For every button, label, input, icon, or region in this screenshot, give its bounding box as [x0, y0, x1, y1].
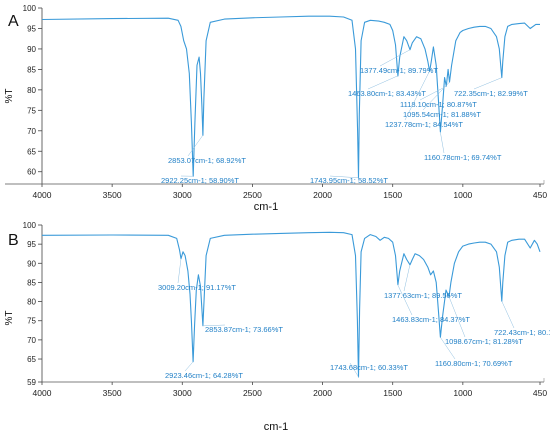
panel-b-peak-annotation: 2923.46cm-1; 64.28%T: [165, 371, 243, 380]
panel-b-x-tick-label: 450: [533, 388, 547, 398]
panel-b-x-tick-label: 1000: [453, 388, 472, 398]
panel-a-y-tick-label: 85: [27, 65, 36, 74]
panel-a-annotation-leader: [188, 135, 203, 156]
panel-a-letter: A: [8, 13, 19, 30]
panel-a-y-tick-label: 70: [27, 127, 36, 136]
panel-b-y-tick-label: 100: [23, 221, 37, 230]
panel-b-y-tick-label: 90: [27, 259, 36, 268]
panel-a-x-tick-label: 4000: [33, 190, 52, 200]
panel-b-x-tick-label: 1500: [383, 388, 402, 398]
panel-b-peak-annotation: 3009.20cm-1; 91.17%T: [158, 283, 236, 292]
panel-b-annotation-leader: [404, 265, 410, 291]
panel-b-annotation-leader: [185, 362, 193, 371]
panel-b-y-tick-label: 59: [27, 378, 36, 387]
panel-b-y-tick-label: 70: [27, 336, 36, 345]
panel-b-annotation-leader: [502, 301, 514, 328]
panel-a-peak-annotation: 1118.10cm-1; 80.87%T: [400, 100, 477, 109]
panel-b-annotation-leader: [178, 259, 181, 283]
panel-b-y-tick-label: 75: [27, 317, 36, 326]
panel-a-annotation-leader: [440, 132, 444, 153]
panel-b-peak-annotation: 1160.80cm-1; 70.69%T: [435, 359, 513, 368]
panel-b-peak-annotation: 2853.87cm-1; 73.66%T: [205, 325, 283, 334]
panel-b-letter: B: [8, 232, 19, 249]
panel-b-y-axis-label: %T: [4, 311, 15, 326]
panel-b-x-tick-label: 3500: [103, 388, 122, 398]
panel-a-y-tick-label: 95: [27, 24, 36, 33]
panel-b-peak-annotation: 1098.67cm-1; 81.28%T: [445, 337, 523, 346]
panel-b-y-tick-label: 80: [27, 298, 36, 307]
panel-a-y-tick-label: 100: [23, 4, 37, 13]
panel-b-x-tick-label: 2500: [243, 388, 262, 398]
panel-b-x-tick-label: 3000: [173, 388, 192, 398]
panel-b-peak-annotation: 1743.68cm-1; 60.33%T: [330, 363, 408, 372]
panel-a-peak-annotation: 1160.78cm-1; 69.74%T: [424, 153, 502, 162]
panel-a-y-tick-label: 60: [27, 168, 36, 177]
panel-a-peak-annotation: 1377.49cm-1; 89.79%T: [360, 66, 438, 75]
panel-a-x-tick-label: 3000: [173, 190, 192, 200]
panel-a-x-tick-label: 1500: [383, 190, 402, 200]
panel-b-peak-annotation: 722.43cm-1; 80.12%T: [494, 328, 550, 337]
panel-b-x-tick-label: 4000: [33, 388, 52, 398]
panel-b-spectrum-line: [42, 232, 540, 377]
panel-a-y-tick-label: 75: [27, 106, 36, 115]
panel-b-peak-annotation: 1463.83cm-1; 84.37%T: [392, 315, 470, 324]
panel-a-x-tick-label: 450: [533, 190, 547, 200]
panel-b-y-tick-label: 65: [27, 355, 36, 364]
panel-b-y-tick-label: 95: [27, 240, 36, 249]
panel-b-x-axis-label: cm-1: [264, 421, 288, 433]
panel-b-x-tick-label: 2000: [313, 388, 332, 398]
panel-a-peak-annotation: 1095.54cm-1; 81.88%T: [403, 110, 481, 119]
panel-a-y-axis-label: %T: [4, 89, 15, 104]
panel-a-x-tick-label: 1000: [453, 190, 472, 200]
panel-a-annotation-leader: [474, 78, 502, 89]
panel-b-peak-annotation: 1377.63cm-1; 89.56%T: [384, 291, 462, 300]
panel-a-annotation-leader: [368, 76, 398, 89]
panel-b-y-tick-label: 85: [27, 278, 36, 287]
panel-a-peak-annotation: 2922.25cm-1; 58.90%T: [161, 176, 239, 185]
panel-a-peak-annotation: 1743.95cm-1; 58.52%T: [310, 176, 388, 185]
panel-a-peak-annotation: 1237.78cm-1; 84.54%T: [385, 120, 463, 129]
panel-a-x-tick-label: 2000: [313, 190, 332, 200]
panel-a-y-tick-label: 80: [27, 86, 36, 95]
panel-a-peak-annotation: 722.35cm-1; 82.99%T: [454, 89, 528, 98]
panel-a-x-tick-label: 3500: [103, 190, 122, 200]
panel-a-peak-annotation: 2853.07cm-1; 68.92%T: [168, 156, 246, 165]
panel-a-y-tick-label: 90: [27, 45, 36, 54]
panel-a-x-axis-label: cm-1: [254, 201, 278, 213]
panel-a-annotation-leader: [380, 50, 410, 66]
panel-a-peak-annotation: 1463.80cm-1; 83.43%T: [348, 89, 426, 98]
panel-a-y-tick-label: 65: [27, 147, 36, 156]
panel-a-x-tick-label: 2500: [243, 190, 262, 200]
